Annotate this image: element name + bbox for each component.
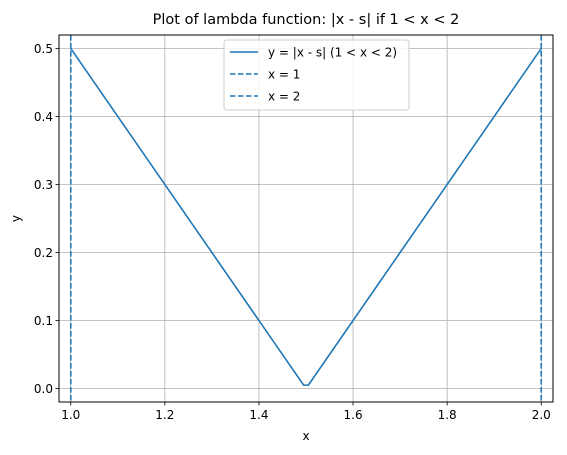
legend-label: x = 2 [268, 89, 300, 103]
legend-box [223, 39, 410, 111]
y-tick-label: 0.3 [34, 178, 53, 192]
y-tick-label: 0.0 [34, 382, 53, 396]
y-axis-ticks: 0.0 0.1 0.2 0.3 0.4 0.5 [34, 42, 59, 396]
plot-frame [58, 34, 554, 403]
x-axis-label: x [302, 429, 309, 443]
chart-title: Plot of lambda function: |x - s| if 1 < … [153, 12, 460, 28]
legend-label: y = |x - s| (1 < x < 2) [268, 45, 397, 59]
x-tick-label: 1.2 [155, 408, 174, 422]
y-axis-label: y [9, 215, 23, 222]
series-lines [70, 48, 542, 386]
legend: y = |x - s| (1 < x < 2) x = 1 x = 2 [223, 39, 410, 111]
x-axis-ticks: 1.0 1.2 1.4 1.6 1.8 2.0 [61, 402, 551, 422]
series-line [70, 48, 542, 386]
vertical-lines [69, 35, 543, 402]
x-tick-label: 1.0 [61, 408, 80, 422]
y-tick-label: 0.5 [34, 42, 53, 56]
y-tick-label: 0.4 [34, 110, 53, 124]
x-tick-label: 1.6 [344, 408, 363, 422]
x-tick-label: 1.8 [438, 408, 457, 422]
y-tick-label: 0.2 [34, 246, 53, 260]
x-tick-label: 2.0 [532, 408, 551, 422]
legend-label: x = 1 [268, 67, 300, 81]
y-tick-label: 0.1 [34, 314, 53, 328]
x-tick-label: 1.4 [249, 408, 268, 422]
